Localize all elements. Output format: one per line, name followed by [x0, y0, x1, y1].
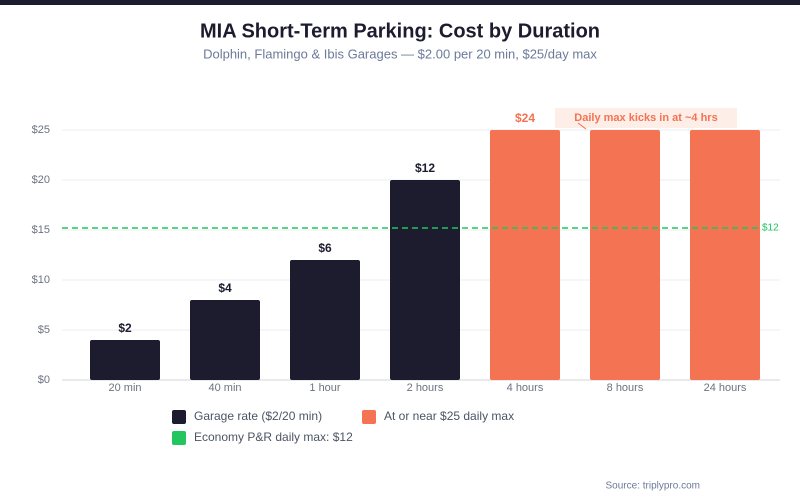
legend-swatch: [172, 431, 186, 445]
bar: [90, 340, 160, 380]
annotation: Daily max kicks in at ~4 hrs: [574, 112, 717, 124]
x-tick-label: 8 hours: [607, 382, 644, 394]
bar: [690, 130, 760, 380]
bar: [590, 130, 660, 380]
legend-label: Economy P&R daily max: $12: [194, 430, 353, 444]
x-tick-label: 40 min: [208, 382, 241, 394]
chart-title: MIA Short-Term Parking: Cost by Duration: [200, 20, 600, 42]
bar-label: $6: [318, 241, 332, 255]
x-tick-label: 24 hours: [704, 382, 747, 394]
y-tick-label: $5: [38, 324, 50, 336]
x-tick-label: 2 hours: [407, 382, 444, 394]
y-tick-label: $0: [38, 374, 50, 386]
bar: [290, 260, 360, 380]
y-tick-label: $15: [32, 224, 50, 236]
y-tick-label: $25: [32, 124, 50, 136]
legend-label: At or near $25 daily max: [384, 409, 514, 423]
y-tick-label: $10: [32, 274, 50, 286]
chart-subtitle: Dolphin, Flamingo & Ibis Garages — $2.00…: [203, 46, 597, 61]
y-tick-label: $20: [32, 174, 50, 186]
top-band: [0, 0, 800, 5]
x-tick-label: 20 min: [108, 382, 141, 394]
bar: [390, 180, 460, 380]
bar: [490, 130, 560, 380]
annotation-box: [555, 108, 737, 128]
x-tick-label: 1 hour: [309, 382, 341, 394]
x-tick-label: 4 hours: [507, 382, 544, 394]
bar: [190, 300, 260, 380]
bar-label: $12: [415, 161, 435, 175]
bar-label: $4: [218, 281, 232, 295]
legend-label: Garage rate ($2/20 min): [194, 409, 322, 423]
reference-label: $12: [762, 223, 779, 234]
legend-swatch: [362, 410, 376, 424]
bar-label: $2: [118, 321, 132, 335]
bar-label: $24: [515, 111, 535, 125]
legend-swatch: [172, 410, 186, 424]
source: Source: triplypro.com: [606, 481, 700, 492]
annotation-pointer: [577, 122, 587, 130]
